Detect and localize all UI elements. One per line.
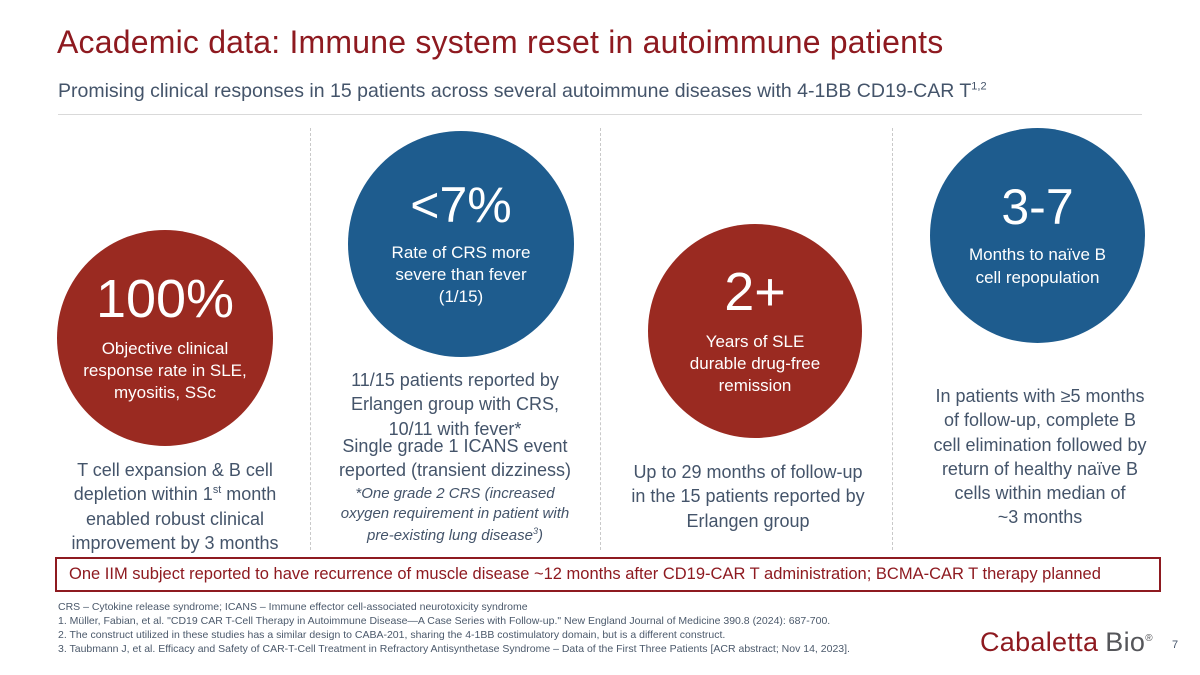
column-1-body-text: T cell expansion & B cell depletion with… xyxy=(73,460,273,505)
brand-suffix: Bio xyxy=(1105,627,1146,657)
registered-mark: ® xyxy=(1145,633,1153,644)
callout-box: One IIM subject reported to have recurre… xyxy=(55,557,1161,592)
stat-circle-response-rate: 100% Objective clinical response rate in… xyxy=(57,230,273,446)
header-rule xyxy=(58,114,1142,115)
column-divider-1 xyxy=(310,128,311,550)
stat-caption: Months to naïve B cell repopulation xyxy=(968,245,1107,287)
stat-value: 3-7 xyxy=(1001,179,1074,236)
column-2-footnote-close: ) xyxy=(537,526,543,544)
column-divider-2 xyxy=(600,128,601,550)
stat-caption: Years of SLE durable drug-free remission xyxy=(689,331,821,396)
reference-superscript: 3 xyxy=(532,525,538,536)
callout-text: One IIM subject reported to have recurre… xyxy=(69,565,1101,583)
stat-circle-remission-years: 2+ Years of SLE durable drug-free remiss… xyxy=(648,224,862,438)
column-divider-3 xyxy=(892,128,893,550)
stat-circle-crs-rate: <7% Rate of CRS more severe than fever (… xyxy=(348,131,574,357)
stat-caption: Objective clinical response rate in SLE,… xyxy=(83,338,247,403)
subtitle: Promising clinical responses in 15 patie… xyxy=(58,80,987,103)
footnotes: CRS – Cytokine release syndrome; ICANS –… xyxy=(58,601,850,656)
column-3-body: Up to 29 months of follow-up in the 15 p… xyxy=(631,462,865,531)
stat-value: 100% xyxy=(95,268,235,329)
column-2-footnote-text: *One grade 2 CRS (increased oxygen requi… xyxy=(340,485,570,544)
footnote-reference-3: 3. Taubmann J, et al. Efficacy and Safet… xyxy=(58,642,850,655)
column-1-body: T cell expansion & B cell depletion with… xyxy=(42,458,308,555)
stat-value: <7% xyxy=(410,176,512,233)
column-2-footnote: *One grade 2 CRS (increased oxygen requi… xyxy=(318,484,592,546)
column-1-body-text-cont: month enabled robust clinical improvemen… xyxy=(71,484,279,553)
stat-caption: Rate of CRS more severe than fever (1/15… xyxy=(391,242,531,307)
subtitle-superscript: 1,2 xyxy=(971,80,987,93)
stat-circle-repopulation-months: 3-7 Months to naïve B cell repopulation xyxy=(930,128,1145,343)
brand-name: Cabaletta xyxy=(980,627,1099,657)
ordinal-superscript: st xyxy=(212,484,222,497)
footnote-reference-2: 2. The construct utilized in these studi… xyxy=(58,628,726,641)
column-4-body: In patients with ≥5 months of follow-up,… xyxy=(933,386,1147,528)
page-number: 7 xyxy=(1172,639,1179,651)
brand-logo: Cabaletta Bio® xyxy=(980,627,1153,658)
page-title: Academic data: Immune system reset in au… xyxy=(57,24,944,60)
footnote-abbreviations: CRS – Cytokine release syndrome; ICANS –… xyxy=(58,601,528,613)
column-2-body-1: 11/15 patients reported by Erlangen grou… xyxy=(350,370,560,439)
subtitle-text: Promising clinical responses in 15 patie… xyxy=(58,80,972,102)
column-2-body-2: Single grade 1 ICANS event reported (tra… xyxy=(338,436,572,481)
stat-value: 2+ xyxy=(724,261,786,322)
footnote-reference-1: 1. Müller, Fabian, et al. "CD19 CAR T-Ce… xyxy=(58,614,831,627)
